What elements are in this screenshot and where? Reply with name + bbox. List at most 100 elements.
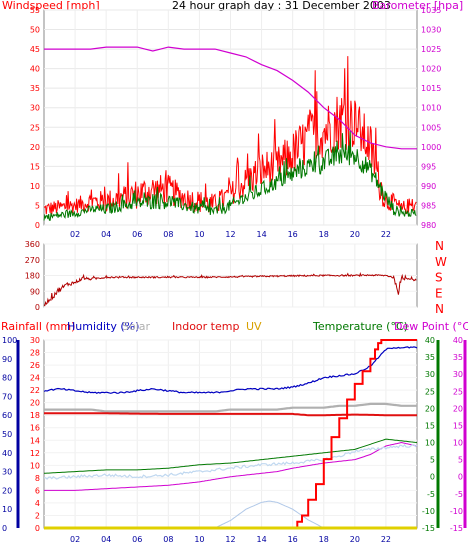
- humidity-ytick-label: 100: [2, 336, 17, 345]
- temperature-ytick-label: -15: [422, 524, 435, 533]
- baro-ytick-label: 985: [421, 201, 436, 210]
- baro-ytick-label: 1020: [421, 65, 441, 74]
- compass-label: W: [435, 255, 447, 269]
- wind-ytick-label: 25: [30, 123, 40, 132]
- temperature-ytick-label: -5: [427, 490, 435, 499]
- humidity-ytick-label: 20: [2, 486, 12, 495]
- humidity-ytick-label: 80: [2, 374, 12, 383]
- humidity-ytick-label: 30: [2, 468, 12, 477]
- temperature-ytick-label: 25: [425, 387, 435, 396]
- indoor-humidity-line: [44, 402, 417, 413]
- compass-label: E: [435, 286, 443, 300]
- rain-ytick-label: 24: [30, 374, 40, 383]
- humidity-ytick-label: 50: [2, 430, 12, 439]
- barometer-line: [44, 46, 417, 150]
- humidity-ytick-label: 10: [2, 505, 12, 514]
- rain-ytick-label: 8: [35, 474, 40, 483]
- humidity-ytick-label: 0: [2, 524, 7, 533]
- dewpoint-ytick-label: 0: [458, 473, 463, 482]
- temperature-ytick-label: -10: [422, 507, 435, 516]
- wind-xtick-label: 18: [319, 230, 329, 239]
- climate-xtick-label: 20: [350, 535, 360, 544]
- dew-point-line: [44, 441, 418, 491]
- chart-layer: 0510152025303540455055980985990995100010…: [2, 6, 467, 544]
- dewpoint-ytick-label: 10: [453, 439, 463, 448]
- compass-label: S: [435, 271, 443, 285]
- indoor-temp-line: [44, 412, 417, 417]
- humidity-ytick-label: 40: [2, 449, 12, 458]
- temperature-line: [43, 438, 418, 474]
- wind-xtick-label: 04: [101, 230, 111, 239]
- right-axis-title: Barometer [hpa]: [372, 0, 463, 12]
- temperature-ytick-label: 40: [425, 336, 435, 345]
- climate-xtick-label: 08: [163, 535, 173, 544]
- dewpoint-ytick-label: 5: [458, 456, 463, 465]
- rainfall-line: [44, 339, 417, 529]
- baro-ytick-label: 1030: [421, 26, 441, 35]
- outdoor-temp-line: [44, 443, 418, 480]
- rain-ytick-label: 2: [35, 511, 40, 520]
- baro-ytick-label: 1015: [421, 84, 441, 93]
- wind-ytick-label: 55: [30, 6, 40, 15]
- humidity-ytick-label: 90: [2, 355, 12, 364]
- chart-title: 24 hour graph day : 31 December 2003: [172, 0, 391, 12]
- dewpoint-ytick-label: 20: [453, 404, 463, 413]
- wind-xtick-label: 14: [256, 230, 266, 239]
- dewpoint-label: Dew Point (°C): [394, 320, 468, 333]
- climate-xtick-label: 12: [225, 535, 235, 544]
- temperature-ytick-label: 15: [425, 421, 435, 430]
- baro-ytick-label: 995: [421, 162, 436, 171]
- baro-ytick-label: 1000: [421, 143, 441, 152]
- wind-ytick-label: 50: [30, 26, 40, 35]
- rain-ytick-label: 12: [30, 449, 40, 458]
- wind-average-line: [43, 130, 417, 221]
- direction-ytick-label: 360: [25, 240, 40, 249]
- rain-ytick-label: 30: [30, 336, 40, 345]
- rain-ytick-label: 26: [30, 361, 40, 370]
- wind-xtick-label: 08: [163, 230, 173, 239]
- wind-ytick-label: 5: [35, 201, 40, 210]
- baro-ytick-label: 980: [421, 221, 436, 230]
- indoor-temp-label: Indoor temp: [172, 320, 239, 333]
- wind-ytick-label: 20: [30, 143, 40, 152]
- dewpoint-ytick-label: 35: [453, 353, 463, 362]
- temperature-ytick-label: 5: [430, 456, 435, 465]
- baro-ytick-label: 1005: [421, 123, 441, 132]
- rain-ytick-label: 28: [30, 349, 40, 358]
- humidity-ytick-label: 60: [2, 411, 12, 420]
- baro-ytick-label: 1010: [421, 104, 441, 113]
- rain-ytick-label: 18: [30, 411, 40, 420]
- rain-ytick-label: 4: [35, 499, 40, 508]
- wind-ytick-label: 45: [30, 45, 40, 54]
- direction-ytick-label: 270: [25, 256, 40, 265]
- direction-ytick-label: 90: [30, 287, 40, 296]
- humidity-label: Humidity (%): [67, 320, 139, 333]
- wind-xtick-label: 06: [132, 230, 142, 239]
- temperature-ytick-label: 30: [425, 370, 435, 379]
- rain-ytick-label: 0: [35, 524, 40, 533]
- dewpoint-ytick-label: -10: [450, 507, 463, 516]
- climate-xtick-label: 16: [288, 535, 298, 544]
- solar-line: [214, 500, 325, 529]
- rain-ytick-label: 22: [30, 386, 40, 395]
- climate-xtick-label: 14: [256, 535, 266, 544]
- rain-ytick-label: 16: [30, 424, 40, 433]
- wind-xtick-label: 22: [381, 230, 391, 239]
- wind-ytick-label: 10: [30, 182, 40, 191]
- dewpoint-ytick-label: 15: [453, 421, 463, 430]
- uv-label: UV: [246, 320, 262, 333]
- baro-ytick-label: 1025: [421, 45, 441, 54]
- climate-xtick-label: 10: [194, 535, 204, 544]
- dewpoint-ytick-label: 30: [453, 370, 463, 379]
- left-axis-title: Windspeed [mph]: [2, 0, 100, 12]
- compass-label: N: [435, 302, 444, 316]
- dewpoint-ytick-label: 40: [453, 336, 463, 345]
- wind-ytick-label: 15: [30, 162, 40, 171]
- compass-label: N: [435, 239, 444, 253]
- rain-ytick-label: 6: [35, 486, 40, 495]
- rain-ytick-label: 10: [30, 461, 40, 470]
- temperature-ytick-label: 10: [425, 439, 435, 448]
- wind-ytick-label: 30: [30, 104, 40, 113]
- direction-ytick-label: 0: [35, 303, 40, 312]
